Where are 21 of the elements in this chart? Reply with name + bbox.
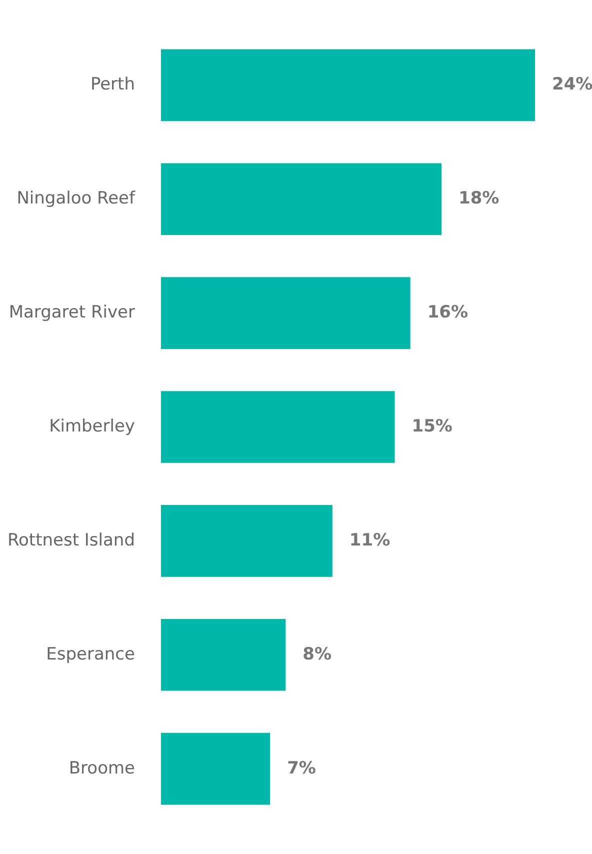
bar — [161, 163, 442, 236]
y-tick-label: Rottnest Island — [7, 530, 135, 550]
y-tick-label: Margaret River — [8, 302, 136, 322]
data-label: 18% — [458, 188, 500, 209]
data-label: 11% — [349, 530, 390, 550]
y-tick-label: Broome — [68, 758, 135, 778]
bar — [161, 277, 410, 349]
bar — [161, 49, 535, 122]
data-label: 16% — [427, 302, 468, 322]
data-label: 7% — [287, 758, 316, 778]
y-tick-label: Perth — [90, 74, 135, 95]
y-tick-label: Kimberley — [49, 416, 135, 436]
bar — [161, 391, 395, 463]
bar — [161, 732, 270, 805]
bar — [161, 618, 286, 691]
y-tick-label: Esperance — [46, 644, 135, 664]
y-tick-label: Ningaloo Reef — [16, 188, 136, 209]
bar — [161, 505, 332, 577]
data-label: 24% — [552, 74, 592, 95]
data-label: 15% — [412, 416, 452, 436]
data-label: 8% — [302, 644, 332, 664]
